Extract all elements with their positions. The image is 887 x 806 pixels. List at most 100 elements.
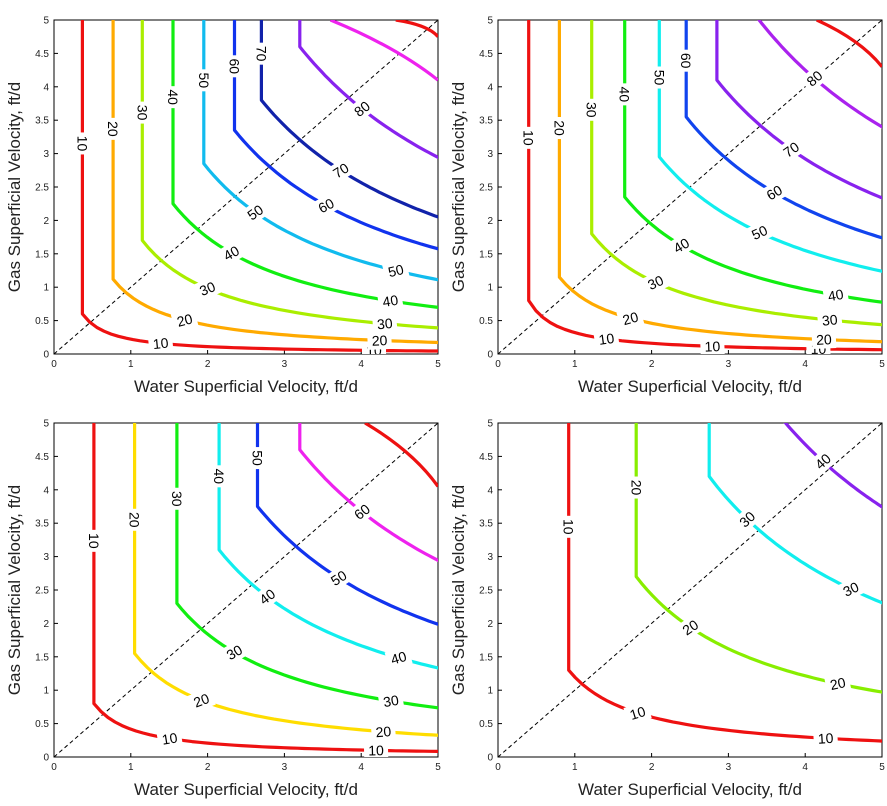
p4-contour-label-mask	[675, 613, 706, 642]
p1-contour-label-mask	[377, 290, 404, 312]
p3-contour-label-20: 20	[191, 690, 211, 711]
p1-contour-label-mask	[170, 308, 199, 332]
p3-contour-label-40: 40	[211, 469, 227, 485]
p3-y-tick-label: 0.5	[35, 719, 49, 730]
p2-contour-line-50	[657, 20, 882, 273]
p3-contour-label-20: 20	[375, 723, 392, 740]
p4-contour-label-30: 30	[840, 578, 861, 599]
p1-contour-label-mask	[105, 117, 122, 140]
p3-x-axis-label: Water Superficial Velocity, ft/d	[134, 780, 358, 799]
p3-contour-label-10: 10	[368, 742, 384, 758]
p4-x-tick-label: 3	[726, 762, 732, 773]
p1-contour-label-10: 10	[152, 335, 169, 352]
p2-x-tick-label: 5	[879, 359, 885, 370]
p1-contour-label-mask	[195, 69, 212, 92]
p1-contour-line-30	[140, 20, 438, 330]
p1-contour-line-60	[232, 20, 438, 251]
p3-contour-line-60	[298, 423, 438, 563]
p3-contour-label-mask	[219, 638, 250, 667]
p4-x-tick-label: 5	[879, 762, 885, 773]
p3-contour-label-30: 30	[382, 692, 400, 710]
p1-contour-label-mask	[147, 333, 174, 354]
p3-y-tick-label: 1.5	[35, 652, 49, 663]
p1-contour-label-mask	[165, 86, 182, 109]
p2-contour-label-20: 20	[621, 309, 640, 329]
p2-contour-label-40: 40	[827, 286, 845, 304]
p2-contour-label-mask	[616, 83, 633, 106]
p1-diagonal-reference-line	[54, 20, 438, 354]
p4-y-tick-label: 2	[487, 619, 493, 630]
p3-y-tick-label: 4.5	[35, 452, 49, 463]
p1-contour-label-60: 60	[315, 195, 337, 217]
p1-x-tick-label: 3	[282, 359, 288, 370]
p2-contour-label-30: 30	[645, 272, 666, 293]
p2-y-tick-label: 1.5	[479, 249, 493, 260]
p4-contour-label-20: 20	[628, 480, 644, 496]
p3-y-tick-label: 1	[43, 686, 49, 697]
p1-y-tick-label: 1.5	[35, 249, 49, 260]
p4-diagonal-reference-line	[498, 423, 882, 757]
p4-y-tick-label: 1.5	[479, 652, 493, 663]
p4-contour-label-mask	[732, 504, 763, 535]
p2-contour-label-mask	[744, 219, 775, 246]
p1-y-tick-label: 0.5	[35, 316, 49, 327]
p4-x-tick-label: 0	[495, 762, 501, 773]
p2-contour-label-40: 40	[671, 235, 693, 257]
p3-contour-label-mask	[323, 563, 354, 592]
p1-contour-label-mask	[74, 132, 91, 155]
p1-contour-label-40: 40	[221, 242, 243, 264]
p2-x-tick-label: 2	[649, 359, 655, 370]
p2-contour-label-30: 30	[821, 311, 838, 329]
p4-y-tick-label: 4.5	[479, 452, 493, 463]
p1-contour-label-20: 20	[105, 121, 121, 137]
p4-contour-label-mask	[813, 728, 839, 748]
p4-contour-label-mask	[807, 446, 838, 477]
p4-y-tick-label: 2.5	[479, 586, 493, 597]
p3-contour-label-mask	[377, 690, 405, 712]
p1-contour-label-mask	[216, 239, 247, 267]
p2-contour-label-mask	[593, 328, 620, 350]
p2-contour-label-10: 10	[598, 330, 616, 348]
p2-contour-label-20: 20	[551, 120, 567, 136]
p1-y-tick-label: 5	[43, 16, 49, 27]
p2-partial-contour-line	[816, 20, 882, 68]
p1-contour-label-40: 40	[165, 89, 181, 105]
p1-y-tick-label: 3	[43, 149, 49, 160]
p4-x-tick-label: 1	[572, 762, 578, 773]
p2-y-tick-label: 1	[487, 283, 493, 294]
p2-contour-label-mask	[678, 49, 695, 72]
p3-y-tick-label: 3	[43, 552, 49, 563]
p2-x-tick-label: 0	[495, 359, 501, 370]
p3-contour-label-10: 10	[161, 729, 179, 747]
p3-contour-label-20: 20	[127, 512, 143, 528]
p4-contour-line-20	[634, 423, 882, 694]
p2-contour-label-mask	[822, 284, 850, 307]
p2-y-tick-label: 5	[487, 16, 493, 27]
p4-y-tick-label: 3	[487, 552, 493, 563]
p1-partial-contour-line	[395, 20, 438, 38]
p2-contour-label-mask	[759, 178, 790, 207]
p4-contour-line-10	[567, 423, 882, 743]
p2-contour-label-mask	[776, 135, 807, 164]
p1-contour-label-mask	[325, 156, 356, 185]
p3-contour-label-mask	[384, 645, 413, 670]
p1-contour-label-70: 70	[330, 159, 352, 181]
p1-contour-label-30: 30	[134, 105, 150, 121]
p2-y-tick-label: 3.5	[479, 116, 493, 127]
p3-contour-label-mask	[249, 447, 266, 470]
p1-x-tick-label: 1	[128, 359, 134, 370]
p1-y-tick-label: 4.5	[35, 49, 49, 60]
p2-y-tick-label: 0.5	[479, 316, 493, 327]
p1-y-tick-label: 3.5	[35, 116, 49, 127]
p3-contour-label-mask	[126, 508, 143, 531]
p3-contour-label-mask	[186, 687, 216, 714]
p2-contour-label-30: 30	[584, 102, 600, 118]
p2-contour-label-mask	[640, 269, 671, 296]
p4-y-tick-label: 0.5	[479, 719, 493, 730]
